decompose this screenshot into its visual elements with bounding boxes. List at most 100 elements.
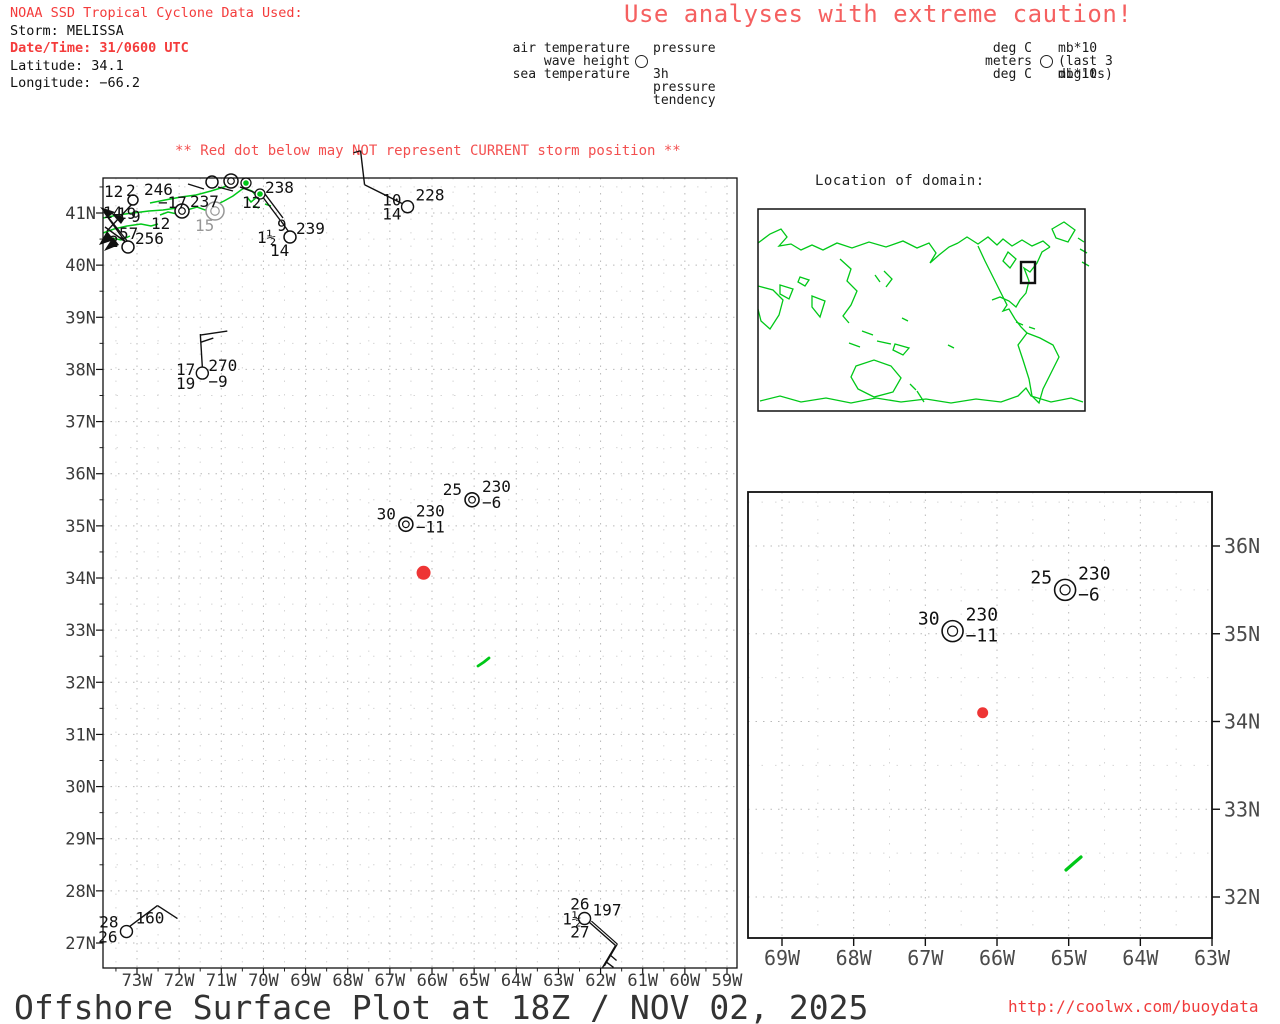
units-wave-label: meters [985, 54, 1032, 69]
world-coastline [850, 359, 902, 398]
svg-text:68W: 68W [332, 971, 363, 991]
svg-text:37N: 37N [65, 413, 96, 433]
svg-text:35N: 35N [1224, 622, 1260, 646]
legend-tendency-label: 3h pressure tendency [653, 67, 716, 108]
caution-banner: Use analyses with extreme caution! [624, 0, 1133, 28]
station-buoy-228: 10 228 14 [353, 150, 445, 224]
units-sea-label: deg C [992, 67, 1032, 82]
svg-text:29N: 29N [65, 830, 96, 850]
svg-text:12: 12 [104, 182, 123, 201]
wind-pennant [100, 207, 115, 217]
world-coastline [901, 317, 955, 349]
station-buoy-270: 17 270 19 −9 [176, 330, 237, 393]
svg-text:34N: 34N [1224, 710, 1260, 734]
svg-text:66W: 66W [979, 946, 1016, 970]
svg-text:66W: 66W [417, 971, 448, 991]
storm-name-line: Storm: MELISSA [10, 22, 124, 39]
svg-text:160: 160 [135, 909, 164, 928]
legend-pressure-label: pressure [653, 41, 716, 56]
svg-text:2: 2 [109, 232, 119, 251]
storm-position-dot [416, 565, 431, 580]
svg-text:238: 238 [265, 178, 294, 197]
storm-datetime-line: Date/Time: 31/0600 UTC [10, 40, 189, 56]
plot-title: Offshore Surface Plot at 18Z / NOV 02, 2… [14, 988, 869, 1024]
svg-text:33N: 33N [1224, 797, 1260, 821]
svg-text:70W: 70W [248, 971, 279, 991]
coastline [102, 223, 159, 234]
world-coastline [1015, 321, 1036, 330]
legend-air-label: air temperature [512, 41, 630, 56]
svg-text:−6: −6 [1078, 584, 1100, 605]
svg-text:17: 17 [176, 360, 195, 379]
world-map-border [757, 208, 1086, 412]
world-coastline [848, 330, 892, 348]
svg-text:197: 197 [593, 900, 622, 919]
svg-text:−11: −11 [416, 517, 445, 536]
bermuda-island [476, 656, 491, 668]
main-map-border [102, 177, 738, 969]
svg-text:35N: 35N [65, 517, 96, 537]
svg-text:38N: 38N [65, 360, 96, 380]
svg-text:270: 270 [208, 356, 237, 375]
inset-station-buoy-230-east: 25 230−6 [1030, 563, 1110, 605]
svg-text:237: 237 [190, 192, 219, 211]
storm-longitude-line: Longitude: −66.2 [10, 75, 141, 91]
inset-storm-position-dot [977, 707, 989, 719]
svg-text:64W: 64W [501, 971, 532, 991]
svg-text:63W: 63W [1194, 946, 1231, 970]
source-url-link[interactable]: http://coolwx.com/buoydata [1008, 997, 1259, 1016]
svg-text:32N: 32N [65, 673, 96, 693]
main-map: 73W 72W 71W 70W 69W 68W 67W 66W 65W 64W 63W 62W 61W 6… [65, 150, 743, 991]
svg-text:61W: 61W [627, 971, 658, 991]
svg-text:59W: 59W [712, 971, 743, 991]
zoom-inset-map: 69W 68W 67W 66W 65W 64W 63W 36N 35N 34N 33N 32N 25 23… [747, 491, 1260, 970]
svg-text:28: 28 [99, 913, 118, 932]
svg-text:27N: 27N [65, 934, 96, 954]
svg-text:65W: 65W [1051, 946, 1088, 970]
svg-text:60W: 60W [669, 971, 700, 991]
world-coastline [811, 295, 826, 319]
domain-location-box [1019, 260, 1037, 285]
svg-text:−17: −17 [158, 193, 187, 212]
storm-position-warning: ** Red dot below may NOT represent CURRE… [175, 143, 681, 159]
svg-text:19: 19 [117, 204, 136, 223]
svg-text:71W: 71W [206, 971, 237, 991]
storm-data-source-line: NOAA SSD Tropical Cyclone Data Used: [10, 5, 303, 21]
inset-map-border [747, 491, 1213, 939]
units-pressure-label: mb*10 (last 3 digits) [1058, 41, 1113, 82]
world-coastline [1077, 237, 1090, 267]
svg-text:26: 26 [570, 894, 589, 913]
world-coastline [757, 285, 784, 330]
inset-station-buoy-230-west: 30 230−11 [918, 605, 998, 647]
svg-text:230: 230 [966, 605, 999, 626]
svg-text:67W: 67W [907, 946, 944, 970]
svg-text:27: 27 [570, 922, 589, 941]
world-coastline [759, 386, 1084, 404]
station-buoy-197: 26 197 1½27 [562, 894, 622, 969]
world-coastline [977, 245, 1028, 334]
svg-text:31N: 31N [65, 725, 96, 745]
svg-text:41N: 41N [65, 204, 96, 224]
svg-text:32N: 32N [1224, 885, 1260, 909]
svg-text:9: 9 [277, 216, 287, 235]
svg-text:64W: 64W [1122, 946, 1159, 970]
world-coastline [839, 258, 858, 324]
svg-text:15: 15 [195, 216, 214, 235]
svg-text:228: 228 [416, 186, 445, 205]
svg-text:30: 30 [918, 609, 940, 630]
svg-text:14: 14 [382, 205, 401, 224]
svg-text:230: 230 [1078, 563, 1111, 584]
svg-text:−6: −6 [482, 493, 501, 512]
svg-text:36N: 36N [1224, 534, 1260, 558]
svg-text:1½: 1½ [562, 909, 581, 928]
world-coastline [1017, 332, 1060, 405]
svg-text:34N: 34N [65, 569, 96, 589]
world-coastline [1002, 250, 1017, 270]
svg-text:33N: 33N [65, 621, 96, 641]
svg-text:73W: 73W [122, 971, 153, 991]
world-coastline [874, 270, 893, 288]
station-buoy-230-east: 25 230−6 [443, 477, 511, 512]
svg-text:72W: 72W [164, 971, 195, 991]
